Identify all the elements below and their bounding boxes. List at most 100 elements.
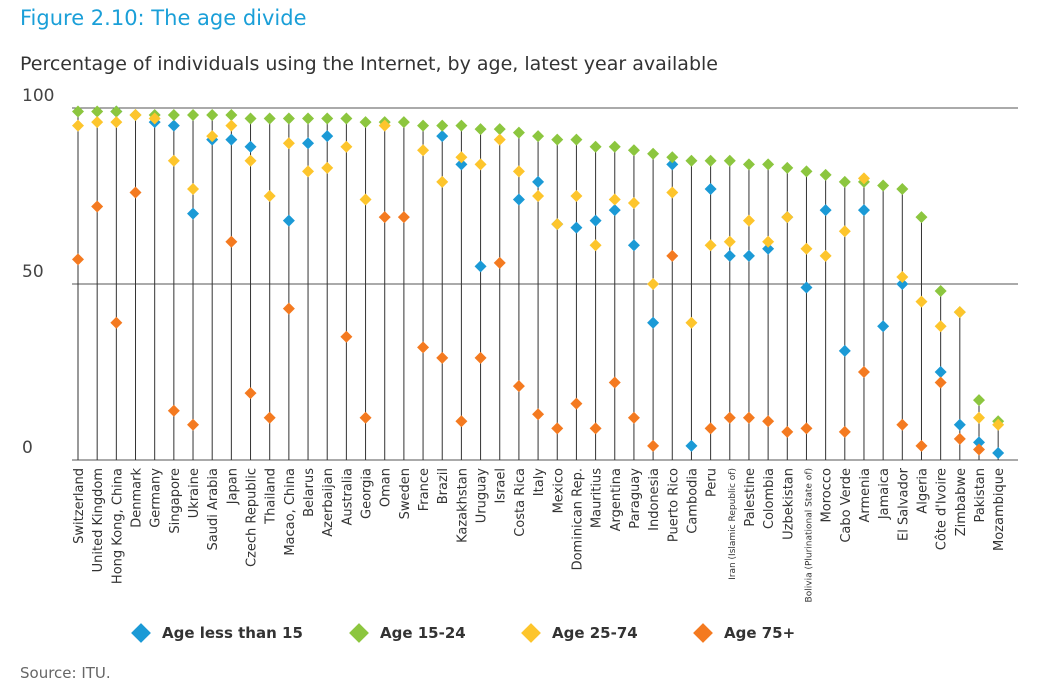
point-age-75p-denmark <box>129 186 142 199</box>
point-age-15-24-uruguay <box>474 123 487 136</box>
point-age-lt15-cambodia <box>685 439 698 452</box>
legend-item-age-lt15: Age less than 15 <box>131 623 303 643</box>
x-tick-label-czech-republic: Czech Republic <box>245 468 260 567</box>
point-age-lt15-indonesia <box>647 316 660 329</box>
point-age-25-74-el-salvador <box>896 270 909 283</box>
point-age-15-24-singapore <box>167 109 180 122</box>
x-tick-label-saudi-arabia: Saudi Arabia <box>206 468 221 551</box>
x-tick-label-puerto-rico: Puerto Rico <box>666 468 681 542</box>
point-age-15-24-hong-kong-china <box>110 105 123 118</box>
x-tick-label-mauritius: Mauritius <box>590 468 605 528</box>
x-tick-label-japan: Japan <box>225 468 240 505</box>
point-age-25-74-saudi-arabia <box>206 130 219 143</box>
x-tick-label-denmark: Denmark <box>130 468 145 528</box>
point-age-75p-puerto-rico <box>666 249 679 262</box>
point-age-25-74-peru <box>704 239 717 252</box>
x-tick-label-costa-rica: Costa Rica <box>513 468 528 537</box>
x-tick-label-morocco: Morocco <box>820 468 835 522</box>
point-age-15-24-georgia <box>359 116 372 129</box>
point-age-25-74-iran-islamic-republic-of <box>723 235 736 248</box>
chart-legend: Age less than 15 Age 15-24 Age 25-74 Age… <box>131 623 834 648</box>
x-tick-label-uzbekistan: Uzbekistan <box>781 468 796 540</box>
x-tick-label-ukraine: Ukraine <box>187 468 202 518</box>
point-age-15-24-kazakhstan <box>455 119 468 132</box>
point-age-15-24-colombia <box>762 158 775 171</box>
point-age-25-74-united-kingdom <box>91 116 104 129</box>
point-age-lt15-italy <box>532 175 545 188</box>
point-age-75p-oman <box>378 211 391 224</box>
point-age-75p-hong-kong-china <box>110 316 123 329</box>
point-age-lt15-azerbaijan <box>321 130 334 143</box>
point-age-25-74-bolivia-plurinational-state-of <box>800 242 813 255</box>
point-age-15-24-cambodia <box>685 154 698 167</box>
y-tick-label-0: 0 <box>22 438 33 458</box>
chart-subtitle: Percentage of individuals using the Inte… <box>20 53 718 75</box>
x-tick-label-cambodia: Cambodia <box>685 468 700 534</box>
point-age-75p-palestine <box>742 411 755 424</box>
point-age-75p-indonesia <box>647 439 660 452</box>
legend-label-age-15-24: Age 15-24 <box>380 624 466 642</box>
x-tick-label-macao-china: Macao, China <box>283 468 298 556</box>
point-age-15-24-mexico <box>551 133 564 146</box>
age-divide-chart: 0 50 100 Switzerland United Kingdom Hong Kong… <box>22 86 1018 602</box>
point-age-15-24-switzerland <box>72 105 84 118</box>
point-age-15-24-c-te-d-ivoire <box>934 285 947 298</box>
x-tick-label-armenia: Armenia <box>858 468 873 523</box>
point-age-15-24-cabo-verde <box>838 175 851 188</box>
point-age-15-24-mauritius <box>589 140 602 153</box>
x-tick-label-thailand: Thailand <box>264 468 279 525</box>
point-age-lt15-el-salvador <box>896 278 909 290</box>
legend-label-age-75p: Age 75+ <box>724 624 796 642</box>
x-tick-label-oman: Oman <box>379 468 394 507</box>
x-tick-label-mexico: Mexico <box>551 468 566 513</box>
point-age-75p-united-kingdom <box>91 200 104 213</box>
point-age-25-74-georgia <box>359 193 372 206</box>
x-tick-label-azerbaijan: Azerbaijan <box>321 468 336 537</box>
point-age-25-74-zimbabwe <box>953 306 966 319</box>
point-age-25-74-indonesia <box>647 278 660 290</box>
x-tick-label-c-te-d-ivoire: Côte d'Ivoire <box>935 468 950 550</box>
point-age-lt15-puerto-rico <box>666 158 679 171</box>
point-age-lt15-macao-china <box>282 214 295 227</box>
point-age-15-24-dominican-rep <box>570 133 583 146</box>
x-tick-label-united-kingdom: United Kingdom <box>91 468 106 572</box>
point-age-75p-kazakhstan <box>455 415 468 428</box>
legend-marker-age-25-74 <box>521 623 541 643</box>
point-age-75p-israel <box>493 256 506 269</box>
x-tick-label-iran-islamic-republic-of: Iran (Islamic Republic of) <box>728 468 738 580</box>
point-age-lt15-singapore <box>167 119 180 132</box>
point-age-15-24-palestine <box>742 158 755 171</box>
point-age-25-74-italy <box>532 190 545 202</box>
legend-item-age-25-74: Age 25-74 <box>521 623 638 643</box>
point-age-15-24-australia <box>340 112 353 125</box>
x-tick-label-hong-kong-china: Hong Kong, China <box>110 468 125 584</box>
legend-label-age-lt15: Age less than 15 <box>162 624 303 642</box>
x-tick-label-israel: Israel <box>494 468 509 504</box>
x-tick-label-colombia: Colombia <box>762 468 777 529</box>
point-age-25-74-morocco <box>819 249 832 262</box>
x-tick-label-jamaica: Jamaica <box>877 468 892 520</box>
point-age-15-24-algeria <box>915 211 928 224</box>
point-age-lt15-iran-islamic-republic-of <box>723 249 736 262</box>
point-age-lt15-palestine <box>742 249 755 262</box>
point-age-lt15-mauritius <box>589 214 602 227</box>
x-tick-label-belarus: Belarus <box>302 468 317 517</box>
point-age-75p-argentina <box>608 376 621 389</box>
point-age-lt15-paraguay <box>627 239 640 252</box>
point-age-25-74-algeria <box>915 295 928 308</box>
x-tick-label-switzerland: Switzerland <box>72 468 87 544</box>
point-age-15-24-costa-rica <box>512 126 525 139</box>
point-age-lt15-colombia <box>762 242 775 255</box>
legend-marker-age-lt15 <box>131 623 151 643</box>
point-age-15-24-saudi-arabia <box>206 109 219 122</box>
point-age-75p-uruguay <box>474 351 487 364</box>
point-age-75p-dominican-rep <box>570 397 583 410</box>
point-age-25-74-dominican-rep <box>570 190 583 202</box>
x-tick-label-palestine: Palestine <box>743 468 758 527</box>
point-age-75p-sweden <box>397 211 410 224</box>
point-age-25-74-singapore <box>167 154 180 167</box>
point-age-75p-mauritius <box>589 422 602 435</box>
point-age-lt15-kazakhstan <box>455 158 468 171</box>
x-tick-label-germany: Germany <box>149 468 164 528</box>
x-tick-label-singapore: Singapore <box>168 468 183 534</box>
